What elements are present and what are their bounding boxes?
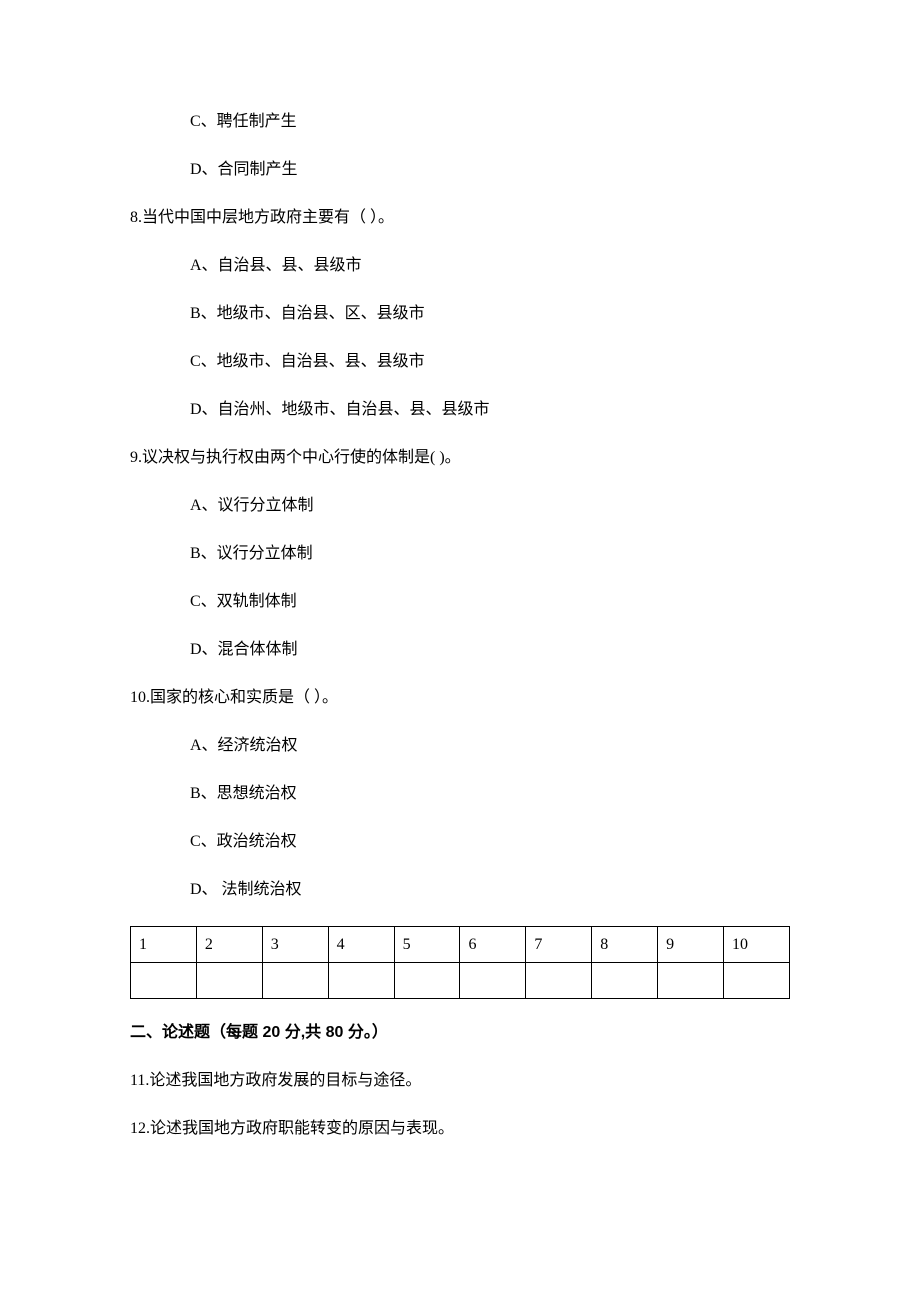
q9-stem: 9.议决权与执行权由两个中心行使的体制是( )。 — [130, 446, 790, 470]
answer-header-cell: 5 — [394, 927, 460, 963]
answer-header-cell: 1 — [131, 927, 197, 963]
answer-header-cell: 8 — [592, 927, 658, 963]
q7-option-c: C、聘任制产生 — [130, 110, 790, 134]
answer-header-cell: 10 — [724, 927, 790, 963]
answer-cell[interactable] — [526, 963, 592, 999]
answer-cell[interactable] — [592, 963, 658, 999]
q9-option-c: C、双轨制体制 — [130, 590, 790, 614]
q7-option-d: D、合同制产生 — [130, 158, 790, 182]
answer-table-header-row: 1 2 3 4 5 6 7 8 9 10 — [131, 927, 790, 963]
q8-option-c: C、地级市、自治县、县、县级市 — [130, 350, 790, 374]
q8-option-d: D、自治州、地级市、自治县、县、县级市 — [130, 398, 790, 422]
answer-cell[interactable] — [394, 963, 460, 999]
answer-table: 1 2 3 4 5 6 7 8 9 10 — [130, 926, 790, 999]
q9-option-b: B、议行分立体制 — [130, 542, 790, 566]
answer-cell[interactable] — [724, 963, 790, 999]
answer-header-cell: 4 — [328, 927, 394, 963]
answer-cell[interactable] — [460, 963, 526, 999]
section-2-title: 二、论述题（每题 20 分,共 80 分。） — [130, 1021, 790, 1045]
q12-stem: 12.论述我国地方政府职能转变的原因与表现。 — [130, 1117, 790, 1141]
answer-header-cell: 3 — [262, 927, 328, 963]
answer-cell[interactable] — [262, 963, 328, 999]
answer-table-answer-row — [131, 963, 790, 999]
q8-option-b: B、地级市、自治县、区、县级市 — [130, 302, 790, 326]
answer-cell[interactable] — [196, 963, 262, 999]
q10-option-a: A、经济统治权 — [130, 734, 790, 758]
q10-option-b: B、思想统治权 — [130, 782, 790, 806]
answer-header-cell: 9 — [658, 927, 724, 963]
answer-header-cell: 6 — [460, 927, 526, 963]
answer-cell[interactable] — [658, 963, 724, 999]
q11-stem: 11.论述我国地方政府发展的目标与途径。 — [130, 1069, 790, 1093]
q10-option-d: D、 法制统治权 — [130, 878, 790, 902]
q10-option-c: C、政治统治权 — [130, 830, 790, 854]
answer-header-cell: 2 — [196, 927, 262, 963]
answer-cell[interactable] — [131, 963, 197, 999]
q9-option-a: A、议行分立体制 — [130, 494, 790, 518]
q10-stem: 10.国家的核心和实质是（ ）。 — [130, 686, 790, 710]
answer-header-cell: 7 — [526, 927, 592, 963]
q8-stem: 8.当代中国中层地方政府主要有（ ）。 — [130, 206, 790, 230]
q9-option-d: D、混合体体制 — [130, 638, 790, 662]
q8-option-a: A、自治县、县、县级市 — [130, 254, 790, 278]
answer-cell[interactable] — [328, 963, 394, 999]
